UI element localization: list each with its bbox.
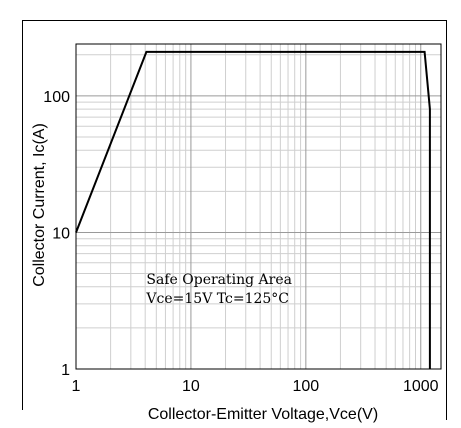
x-tick-label: 10 xyxy=(182,378,200,395)
soa-boundary-line xyxy=(75,50,431,369)
series-layer xyxy=(75,50,431,369)
x-axis-label: Collector-Emitter Voltage,Vce(V) xyxy=(148,406,378,423)
y-tick-label: 100 xyxy=(43,89,70,106)
annotation-text: Safe Operating Area xyxy=(146,272,292,288)
x-tick-label: 100 xyxy=(292,378,319,395)
frame-left-border xyxy=(22,20,23,410)
minor-grid xyxy=(76,44,441,369)
y-tick-label: 10 xyxy=(52,225,70,242)
y-tick-labels: 1 10 100 xyxy=(43,89,70,379)
frame-right-border xyxy=(446,20,447,420)
y-tick-label: 1 xyxy=(61,362,70,379)
x-tick-label: 1 xyxy=(72,378,81,395)
plot-area-border xyxy=(75,43,442,370)
x-tick-labels: 1 10 100 1000 xyxy=(72,378,439,395)
y-axis-label: Collector Current, Ic(A) xyxy=(31,123,48,287)
annotation-text: Vce=15V Tc=125°C xyxy=(145,291,289,307)
x-tick-label: 1000 xyxy=(403,378,439,395)
annotation-layer: Safe Operating Area Vce=15V Tc=125°C xyxy=(145,272,292,307)
frame-top-border xyxy=(22,20,447,21)
